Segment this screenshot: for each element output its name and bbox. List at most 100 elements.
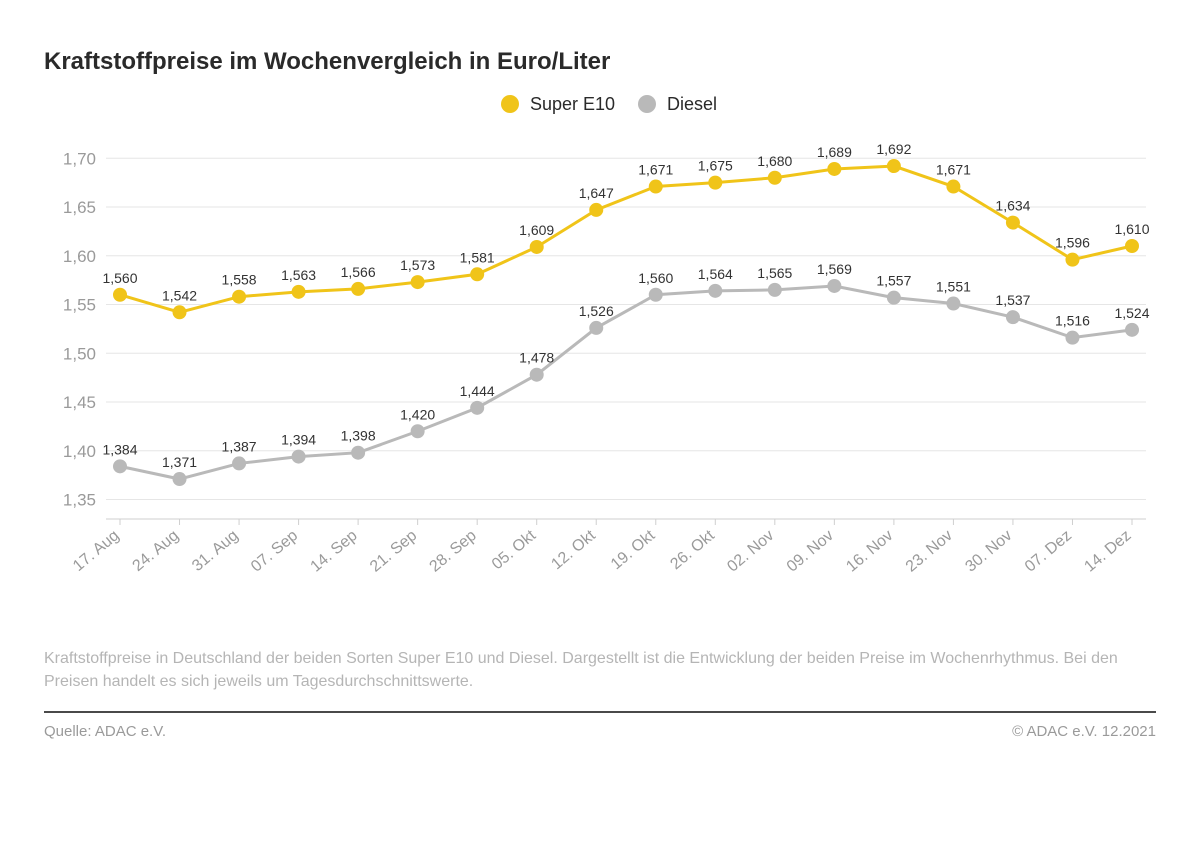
series-point-e10 [708,176,722,190]
series-point-e10 [292,285,306,299]
x-tick-label: 26. Okt [667,527,718,574]
series-point-diesel [292,450,306,464]
value-label-e10: 1,692 [876,141,911,157]
x-tick-label: 21. Sep [367,527,420,576]
y-tick-label: 1,70 [63,149,96,168]
series-point-e10 [351,282,365,296]
series-point-e10 [113,288,127,302]
y-tick-label: 1,35 [63,491,96,510]
x-tick-label: 31. Aug [189,527,242,575]
divider [44,711,1156,713]
x-tick-label: 05. Okt [489,527,540,574]
value-label-e10: 1,563 [281,267,316,283]
value-label-e10: 1,634 [995,198,1030,214]
x-tick-label: 28. Sep [427,527,480,576]
value-label-e10: 1,596 [1055,235,1090,251]
x-tick-label: 17. Aug [70,527,123,575]
series-point-diesel [411,424,425,438]
series-line-e10 [120,166,1132,312]
value-label-e10: 1,680 [757,153,792,169]
value-label-e10: 1,675 [698,158,733,174]
series-point-diesel [232,456,246,470]
series-point-e10 [411,275,425,289]
series-point-e10 [530,240,544,254]
series-point-diesel [1065,331,1079,345]
value-label-diesel: 1,444 [460,383,495,399]
x-tick-label: 14. Sep [308,527,361,576]
series-point-diesel [113,459,127,473]
value-label-e10: 1,689 [817,144,852,160]
value-label-diesel: 1,394 [281,432,316,448]
series-line-diesel [120,286,1132,479]
x-tick-label: 14. Dez [1081,527,1134,575]
series-point-e10 [649,180,663,194]
value-label-e10: 1,560 [102,270,137,286]
series-point-diesel [708,284,722,298]
value-label-diesel: 1,420 [400,406,435,422]
series-point-diesel [827,279,841,293]
y-tick-label: 1,45 [63,393,96,412]
y-tick-label: 1,40 [63,442,96,461]
series-point-e10 [232,290,246,304]
value-label-diesel: 1,557 [876,273,911,289]
x-tick-label: 24. Aug [130,527,183,575]
chart-description: Kraftstoffpreise in Deutschland der beid… [44,647,1156,693]
value-label-e10: 1,609 [519,222,554,238]
x-tick-label: 23. Nov [903,527,956,575]
line-chart: 1,351,401,451,501,551,601,651,7017. Aug2… [44,121,1156,641]
chart-card: Kraftstoffpreise im Wochenvergleich in E… [0,0,1200,842]
series-point-e10 [470,267,484,281]
x-tick-label: 07. Sep [248,527,301,576]
value-label-e10: 1,610 [1114,221,1149,237]
series-point-diesel [470,401,484,415]
y-tick-label: 1,65 [63,198,96,217]
series-point-e10 [768,171,782,185]
x-tick-label: 19. Okt [608,527,659,574]
value-label-diesel: 1,524 [1114,305,1149,321]
value-label-e10: 1,573 [400,257,435,273]
value-label-diesel: 1,478 [519,350,554,366]
chart-area: 1,351,401,451,501,551,601,651,7017. Aug2… [44,121,1156,641]
y-tick-label: 1,50 [63,344,96,363]
x-tick-label: 16. Nov [843,527,896,575]
y-tick-label: 1,60 [63,247,96,266]
value-label-diesel: 1,569 [817,261,852,277]
copyright-label: © ADAC e.V. 12.2021 [1012,723,1156,740]
series-point-e10 [1006,216,1020,230]
value-label-diesel: 1,526 [579,303,614,319]
value-label-e10: 1,542 [162,287,197,303]
series-point-diesel [1125,323,1139,337]
value-label-diesel: 1,560 [638,270,673,286]
footer: Quelle: ADAC e.V. © ADAC e.V. 12.2021 [44,723,1156,740]
legend-dot-diesel [638,95,656,113]
x-tick-label: 12. Okt [548,527,599,574]
x-tick-label: 30. Nov [962,527,1015,575]
x-tick-label: 09. Nov [784,527,837,575]
x-tick-label: 07. Dez [1022,527,1075,575]
value-label-diesel: 1,516 [1055,313,1090,329]
series-point-diesel [351,446,365,460]
y-tick-label: 1,55 [63,296,96,315]
series-point-diesel [530,368,544,382]
value-label-e10: 1,558 [222,272,257,288]
series-point-e10 [589,203,603,217]
value-label-diesel: 1,537 [995,292,1030,308]
value-label-diesel: 1,387 [222,438,257,454]
series-point-diesel [1006,310,1020,324]
series-point-diesel [946,297,960,311]
legend-dot-e10 [501,95,519,113]
source-label: Quelle: ADAC e.V. [44,723,166,740]
value-label-e10: 1,581 [460,249,495,265]
value-label-diesel: 1,551 [936,279,971,295]
legend-label-e10: Super E10 [530,94,615,114]
series-point-e10 [887,159,901,173]
x-tick-label: 02. Nov [724,527,777,575]
series-point-diesel [649,288,663,302]
series-point-diesel [173,472,187,486]
value-label-diesel: 1,384 [102,441,137,457]
series-point-e10 [173,305,187,319]
series-point-diesel [768,283,782,297]
chart-title: Kraftstoffpreise im Wochenvergleich in E… [44,48,1156,76]
series-point-e10 [1125,239,1139,253]
value-label-diesel: 1,564 [698,266,733,282]
